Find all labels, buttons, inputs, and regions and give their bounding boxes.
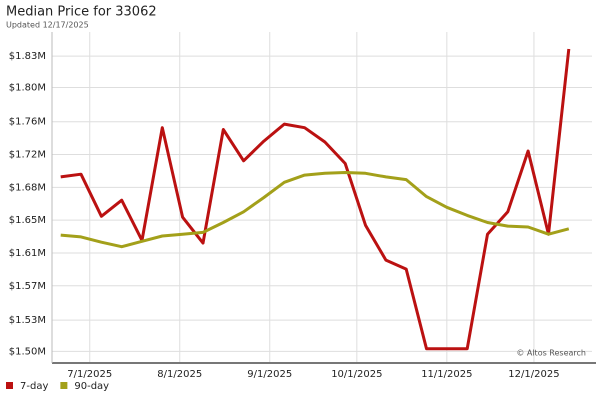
chart-subtitle: Updated 12/17/2025 [6,21,89,30]
y-tick-label: $1.72M [9,150,46,161]
x-tick-label: 9/1/2025 [247,369,292,380]
y-tick-label: $1.80M [9,82,46,93]
y-tick-label: $1.50M [9,346,46,357]
y-tick-label: $1.83M [9,51,46,62]
legend-swatch [6,382,13,389]
legend-swatch [60,382,68,389]
y-tick-label: $1.53M [9,315,46,326]
legend-label: 90-day [74,381,109,392]
x-tick-label: 10/1/2025 [331,369,382,380]
x-tick-label: 12/1/2025 [508,369,559,380]
x-tick-label: 11/1/2025 [421,369,472,380]
legend-label: 7-day [20,381,48,392]
y-tick-label: $1.65M [9,215,46,226]
y-tick-label: $1.57M [9,281,46,292]
watermark: © Altos Research [516,349,586,358]
chart-title: Median Price for 33062 [6,5,157,20]
line-series [60,48,571,351]
y-tick-label: $1.76M [9,117,46,128]
y-tick-label: $1.61M [9,248,46,259]
x-tick-label: 8/1/2025 [157,369,202,380]
line-series [60,171,570,249]
y-tick-label: $1.68M [9,182,46,193]
x-tick-label: 7/1/2025 [67,369,112,380]
